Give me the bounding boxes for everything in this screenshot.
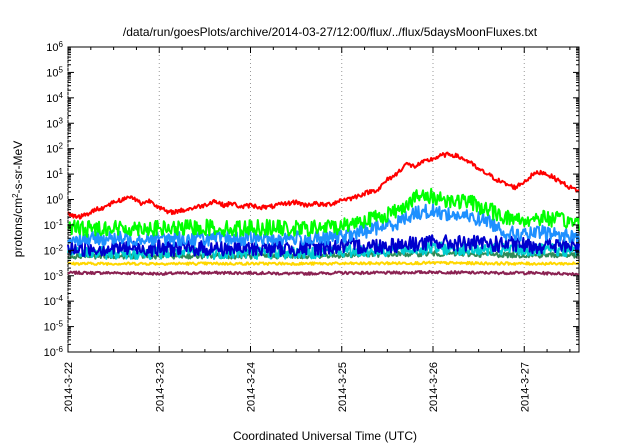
y-tick-label: 104 [46,90,63,105]
y-axis-label-sup: 2 [11,193,20,198]
x-tick-label: 2014-3-23 [154,362,166,412]
series-line [67,234,580,258]
series-layer [67,151,580,277]
x-axis-label: Coordinated Universal Time (UTC) [233,429,417,443]
y-tick-label: 106 [46,40,63,55]
x-axis-ticks: 2014-3-22 2014-3-23 2014-3-24 2014-3-25 2014… [63,47,571,412]
y-axis-label-post: -s-sr-MeV [11,141,25,194]
y-tick-label: 10-3 [44,268,64,283]
plot-area: 10-6 10-5 10-4 10-3 10-2 10-1 100 101 102 103 104 1… [44,40,580,412]
series-line [67,187,580,238]
y-tick-label: 10-5 [44,319,64,334]
chart-title: /data/run/goesPlots/archive/2014-03-27/1… [123,25,538,39]
y-tick-label: 10-1 [44,217,64,232]
x-tick-label: 2014-3-22 [63,362,75,412]
y-axis-label: protons/cm2-s-sr-MeV [11,141,26,257]
series-line [67,260,580,266]
series-line [67,269,580,277]
x-tick-label: 2014-3-24 [246,362,258,412]
y-tick-label: 105 [46,65,63,80]
x-tick-label: 2014-3-26 [428,362,440,412]
y-tick-label: 103 [46,116,63,131]
x-tick-label: 2014-3-27 [519,362,531,412]
series-line [67,151,580,220]
y-tick-label: 10-4 [44,294,64,309]
plot-frame [67,46,580,353]
y-tick-label: 102 [46,141,63,156]
series-line [67,203,580,247]
y-axis-ticks: 10-6 10-5 10-4 10-3 10-2 10-1 100 101 102 103 104 1… [44,40,579,360]
y-tick-label: 100 [46,192,63,207]
y-tick-label: 101 [46,167,63,182]
y-tick-label: 10-2 [44,243,64,257]
y-axis-label-pre: protons/cm [11,198,25,257]
x-tick-label: 2014-3-25 [337,362,349,412]
y-tick-label: 10-6 [44,345,64,360]
